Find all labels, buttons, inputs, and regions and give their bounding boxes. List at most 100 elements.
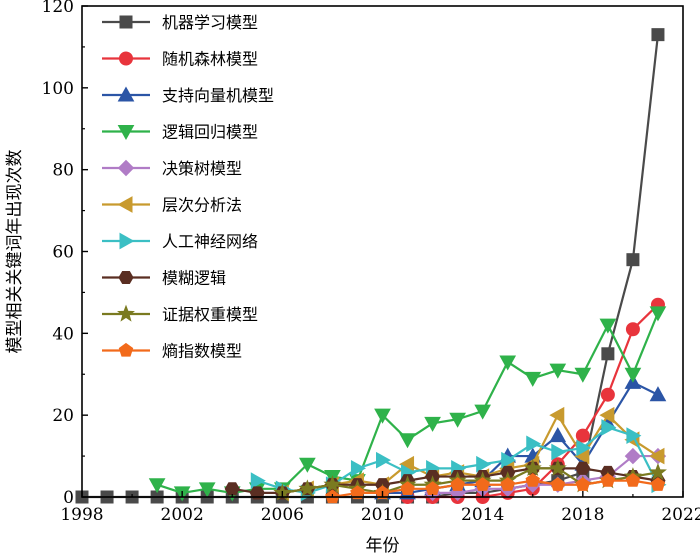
y-tick-label: 20 [52,406,74,426]
data-point [549,406,565,424]
data-point [625,473,641,487]
data-point [574,367,592,383]
data-point [148,478,166,494]
series-line [232,467,659,495]
data-point [551,443,567,461]
data-point [323,475,342,493]
legend-item: 随机森林模型 [102,50,258,69]
legend-item: 人工神经网络 [102,232,258,251]
data-point [626,253,640,267]
data-point [525,473,540,487]
data-point [625,322,640,337]
data-point [350,460,366,477]
data-point [299,457,316,473]
legend-marker [119,232,135,250]
data-point [400,481,415,495]
data-point [249,486,265,500]
data-point [501,451,517,469]
legend-label: 随机森林模型 [162,50,258,69]
data-point [524,371,542,387]
legend-item: 层次分析法 [102,196,242,215]
data-point [449,412,466,428]
legend: 机器学习模型随机森林模型支持向量机模型逻辑回归模型决策树模型层次分析法人工神经网… [95,8,340,370]
legend-marker [117,86,135,102]
data-point [374,408,391,424]
data-point [526,435,542,453]
data-point [626,427,642,444]
series-7 [250,419,667,502]
legend-label: 熵指数模型 [162,342,242,361]
y-tick-label: 0 [63,488,74,508]
data-point [600,387,615,402]
legend-label: 逻辑回归模型 [162,123,258,142]
data-point [549,427,567,443]
legend-label: 模糊逻辑 [162,269,226,288]
x-tick-label: 2010 [361,505,404,525]
legend-box [95,8,340,370]
data-point [500,477,515,491]
y-tick-label: 100 [42,79,74,99]
legend-item: 熵指数模型 [102,342,242,361]
data-point [250,472,266,489]
data-point [298,479,317,497]
data-point [575,428,590,443]
legend-label: 证据权重模型 [162,305,258,324]
data-point [523,458,542,476]
legend-label: 机器学习模型 [162,13,258,32]
data-point [424,416,441,432]
series-line [432,454,658,495]
legend-item: 机器学习模型 [102,13,258,32]
legend-marker [119,51,133,66]
data-point [475,477,490,491]
data-point [624,367,642,383]
data-point [601,347,615,361]
legend-marker [117,159,135,177]
legend-label: 支持向量机模型 [162,86,274,105]
data-point [600,473,616,487]
data-point [599,318,617,334]
data-point [649,447,665,465]
data-point [624,447,642,465]
x-tick-label: 1998 [60,505,103,525]
data-point [548,458,567,476]
legend-item: 模糊逻辑 [102,269,226,288]
legend-item: 决策树模型 [102,159,242,178]
legend-label: 人工神经网络 [162,232,258,251]
legend-item: 逻辑回归模型 [102,123,258,142]
legend-label: 决策树模型 [162,159,242,178]
y-tick-label: 120 [42,0,74,17]
data-point [198,482,216,498]
series-line [382,381,659,495]
data-point [648,463,667,481]
legend-item: 支持向量机模型 [102,86,274,105]
data-point [549,363,567,379]
data-point [650,477,666,491]
x-tick-label: 2014 [461,505,504,525]
x-axis-title: 年份 [366,536,400,556]
data-point [601,419,617,436]
y-axis-title: 模型相关关键词年出现次数 [5,150,25,354]
x-tick-label: 2022 [661,505,700,525]
plot-area [75,28,667,504]
data-point [649,386,667,402]
data-point [575,461,591,475]
data-point [499,355,517,371]
data-point [224,482,240,496]
y-tick-label: 60 [52,243,74,263]
x-tick-label: 2006 [261,505,304,525]
data-point [599,406,615,424]
data-point [450,477,465,491]
data-point [399,433,416,449]
legend-marker [118,270,134,285]
data-point [376,451,392,469]
legend-marker [117,125,135,141]
axes: 1998 2002 2006 2010 2014 2018 2022 0 20 40 60 80 100… [42,0,700,525]
data-point [649,306,667,322]
data-point [350,485,365,500]
data-point [474,404,492,420]
data-point [476,455,492,473]
y-tick-label: 40 [52,324,74,344]
legend-marker [118,342,134,357]
data-point [550,477,566,491]
